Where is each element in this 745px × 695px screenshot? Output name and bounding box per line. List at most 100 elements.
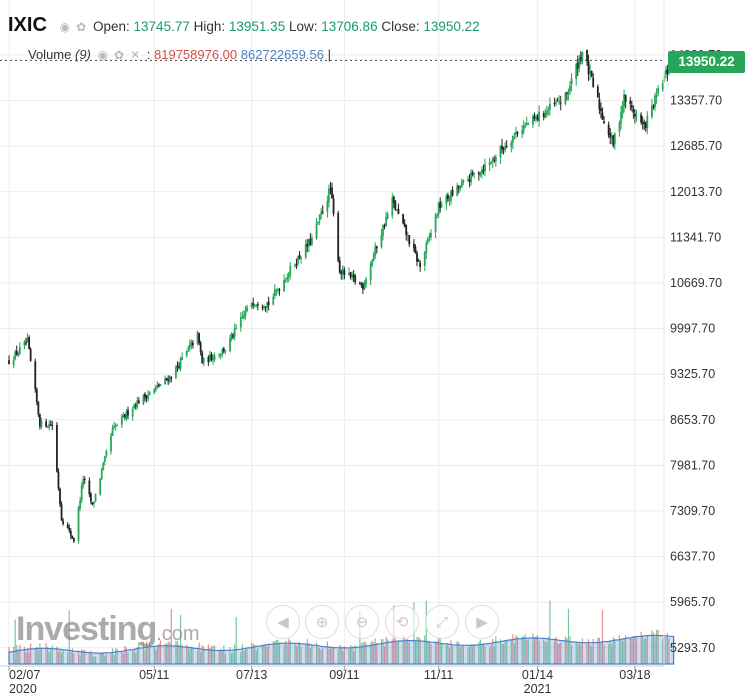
candle-body (423, 252, 426, 266)
candle-body (482, 170, 485, 172)
volume-bar (557, 643, 559, 664)
candle-body (430, 232, 432, 238)
candle-body (570, 78, 573, 85)
volume-bar (232, 651, 234, 664)
volume-bar (90, 650, 92, 664)
candle-body (369, 263, 372, 281)
candle-body (264, 306, 267, 308)
candle-body (403, 223, 406, 227)
volume-bar (376, 643, 378, 664)
candle-body (199, 342, 202, 353)
high-value: 13951.35 (228, 19, 286, 34)
volume-bar (305, 645, 307, 664)
close-label: Close: (381, 19, 420, 34)
candle-body (641, 122, 644, 124)
candle-body (298, 254, 301, 259)
volume-bar (567, 608, 570, 664)
volume-bar (441, 643, 443, 664)
volume-bar (490, 644, 492, 664)
volume-bar (515, 635, 517, 664)
volume-bar (88, 652, 90, 664)
candle-body (612, 135, 615, 146)
volume-bar (308, 642, 310, 664)
volume-bar (380, 639, 383, 664)
candle-body (419, 262, 422, 267)
candle-body (513, 132, 516, 135)
volume-bar (138, 642, 140, 664)
candle-body (337, 212, 340, 261)
volume-bar (179, 614, 182, 664)
candle-body (428, 235, 431, 238)
zoom-in-icon[interactable]: ⊕ (305, 605, 339, 639)
volume-bar (243, 650, 245, 664)
volume-bar (416, 637, 418, 664)
high-label: High: (193, 19, 226, 34)
candle-body (120, 416, 123, 425)
visibility-eye-icon[interactable]: ◉ (59, 20, 71, 34)
volume-bar (135, 652, 137, 664)
candle-body (586, 50, 588, 62)
candle-body (511, 136, 514, 143)
scroll-left-icon[interactable]: ◀ (266, 605, 300, 639)
volume-bar (241, 644, 243, 664)
volume-close-icon[interactable]: ✕ (130, 48, 141, 62)
settings-gear-icon[interactable]: ✿ (76, 20, 87, 34)
volume-bar (468, 646, 471, 664)
candle-body (46, 426, 49, 428)
candle-body (459, 185, 462, 189)
candle-body (426, 238, 429, 243)
volume-bar (654, 636, 656, 664)
candle-body (178, 366, 180, 368)
volume-bar (419, 638, 421, 664)
volume-bar (360, 642, 362, 664)
candle-body (651, 105, 653, 118)
zoom-out-icon[interactable]: ⊖ (345, 605, 379, 639)
candle-body (544, 113, 547, 118)
volume-bar (167, 641, 169, 664)
candle-body (137, 400, 140, 404)
candle-body (556, 100, 559, 102)
scroll-right-icon[interactable]: ▶ (465, 605, 499, 639)
volume-bar (484, 646, 486, 664)
volume-bar (382, 639, 384, 664)
candle-body (374, 245, 377, 256)
volume-bar (438, 637, 440, 664)
volume-gear-icon[interactable]: ✿ (114, 48, 125, 62)
candle-body (609, 133, 612, 138)
volume-bar (591, 646, 593, 664)
volume-bar (244, 648, 247, 664)
candle-body (170, 377, 173, 379)
volume-bar (14, 619, 16, 664)
candle-body (273, 289, 276, 296)
candle-body (488, 162, 491, 166)
volume-bar (132, 651, 134, 664)
volume-separator: | (327, 47, 331, 62)
zoom-fit-icon[interactable]: ⤢ (425, 605, 459, 639)
volume-bar (631, 638, 633, 664)
candle-body (460, 181, 463, 187)
x-tick-year: 2020 (9, 682, 37, 695)
volume-bar (365, 642, 367, 664)
volume-bar (332, 646, 335, 664)
volume-bar (189, 649, 191, 664)
volume-bar (230, 653, 233, 664)
candle-body (219, 353, 222, 356)
volume-bar (73, 653, 75, 664)
x-tick-label: 01/14 (522, 668, 553, 682)
volume-bar (113, 655, 115, 664)
volume-bar (655, 629, 658, 664)
candle-body (113, 425, 115, 428)
candle-body (59, 488, 61, 505)
volume-bar (48, 651, 50, 664)
candle-body (69, 531, 72, 536)
volume-bar (295, 646, 298, 664)
volume-bar (286, 644, 288, 664)
candle-body (17, 352, 20, 357)
volume-eye-icon[interactable]: ◉ (97, 48, 108, 62)
volume-bar (643, 639, 645, 664)
candle-body (158, 384, 160, 387)
candle-body (198, 333, 200, 344)
zoom-reset-icon[interactable]: ⟲ (385, 605, 419, 639)
candle-body (51, 425, 54, 427)
